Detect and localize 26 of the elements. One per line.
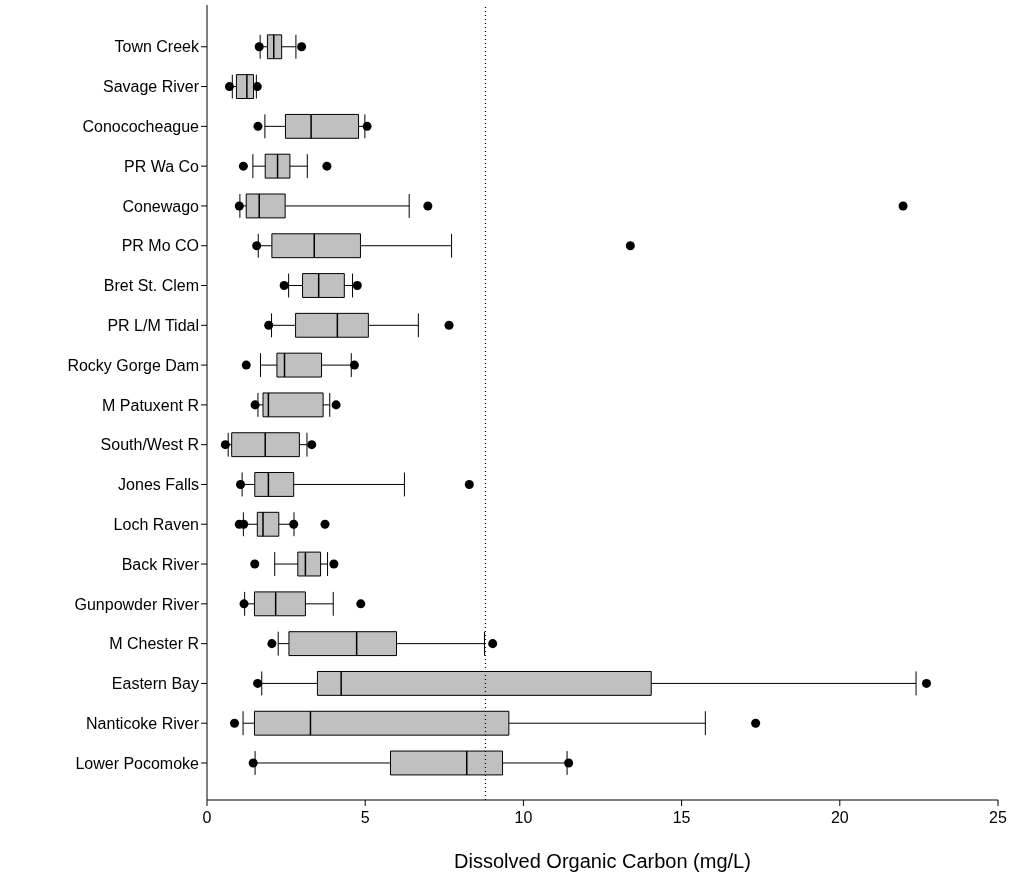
x-tick-label: 20 [830, 809, 849, 827]
y-tick-label: Town Creek [114, 38, 200, 56]
y-tick-label: Bret St. Clem [103, 277, 199, 295]
y-tick-label: M Patuxent R [102, 396, 199, 414]
y-tick-label: Conewago [122, 197, 200, 215]
y-tick-label: Eastern Bay [111, 675, 199, 693]
y-tick-label: Gunpowder River [74, 595, 200, 613]
x-tick-label: 25 [989, 809, 1007, 827]
y-tick-label: Nanticoke River [86, 714, 200, 732]
x-axis-title: Dissolved Organic Carbon (mg/L) [454, 850, 751, 872]
y-tick-label: Lower Pocomoke [75, 754, 200, 772]
y-tick-label: PR L/M Tidal [107, 316, 199, 334]
y-tick-label: South/West R [100, 436, 199, 454]
y-tick-label: Jones Falls [118, 476, 199, 494]
y-tick-label: Loch Raven [113, 515, 199, 533]
y-tick-label: PR Mo CO [121, 237, 199, 255]
y-tick-label: PR Wa Co [124, 157, 200, 175]
y-tick-label: Conococheague [82, 118, 200, 136]
x-tick-label: 5 [360, 809, 370, 827]
x-tick-label: 15 [672, 809, 691, 827]
y-tick-label: Savage River [102, 78, 200, 96]
y-tick-label: Back River [121, 555, 200, 573]
y-tick-label: Rocky Gorge Dam [67, 356, 199, 374]
x-tick-label: 0 [202, 809, 212, 827]
y-tick-label: M Chester R [109, 635, 199, 653]
x-tick-label: 10 [514, 809, 533, 827]
